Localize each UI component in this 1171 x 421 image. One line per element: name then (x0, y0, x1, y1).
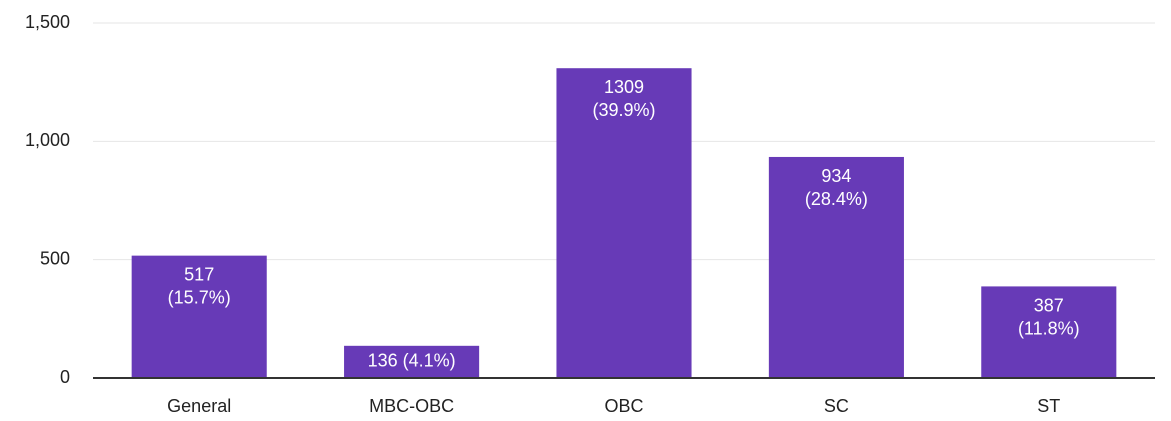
x-tick-label: MBC-OBC (369, 396, 454, 416)
data-label: 387 (11.8%) (1018, 295, 1080, 338)
bar (344, 345, 480, 378)
x-tick-label: SC (824, 396, 849, 416)
data-label: 136 (4.1%) (368, 351, 456, 371)
y-tick-label: 0 (60, 367, 70, 387)
y-tick-label: 1,000 (25, 130, 70, 150)
bar (981, 286, 1117, 378)
data-label: 934 (28.4%) (805, 166, 868, 209)
y-tick-label: 500 (40, 248, 70, 268)
bar (131, 255, 267, 378)
x-tick-label: General (167, 396, 231, 416)
x-tick-label: OBC (604, 396, 643, 416)
data-label: 1309 (39.9%) (592, 77, 655, 120)
bar (556, 68, 692, 378)
data-label: 517 (15.7%) (168, 264, 231, 307)
bar (768, 156, 904, 378)
y-tick-label: 1,500 (25, 12, 70, 32)
x-tick-label: ST (1037, 396, 1060, 416)
